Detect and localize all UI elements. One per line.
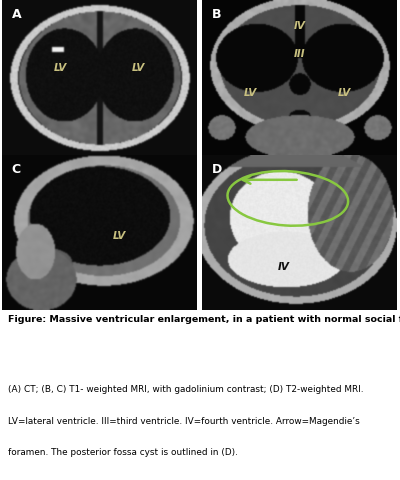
Text: Figure: Massive ventricular enlargement, in a patient with normal social functio: Figure: Massive ventricular enlargement,… xyxy=(8,315,400,324)
Text: IV: IV xyxy=(294,21,306,31)
Text: (A) CT; (B, C) T1- weighted MRI, with gadolinium contrast; (D) T2-weighted MRI.: (A) CT; (B, C) T1- weighted MRI, with ga… xyxy=(8,385,364,394)
Text: LV: LV xyxy=(54,63,67,73)
Text: A: A xyxy=(12,8,21,21)
Text: B: B xyxy=(212,8,221,21)
Text: IV: IV xyxy=(278,262,290,272)
Text: C: C xyxy=(12,163,21,176)
Text: D: D xyxy=(212,163,222,176)
Text: III: III xyxy=(294,49,305,59)
Text: LV: LV xyxy=(112,230,126,240)
Text: LV=lateral ventricle. III=third ventricle. IV=fourth ventricle. Arrow=Magendie’s: LV=lateral ventricle. III=third ventricl… xyxy=(8,417,360,426)
Text: foramen. The posterior fossa cyst is outlined in (D).: foramen. The posterior fossa cyst is out… xyxy=(8,448,238,456)
Text: LV: LV xyxy=(132,63,145,73)
Text: LV: LV xyxy=(244,88,257,98)
Text: LV: LV xyxy=(338,88,351,98)
